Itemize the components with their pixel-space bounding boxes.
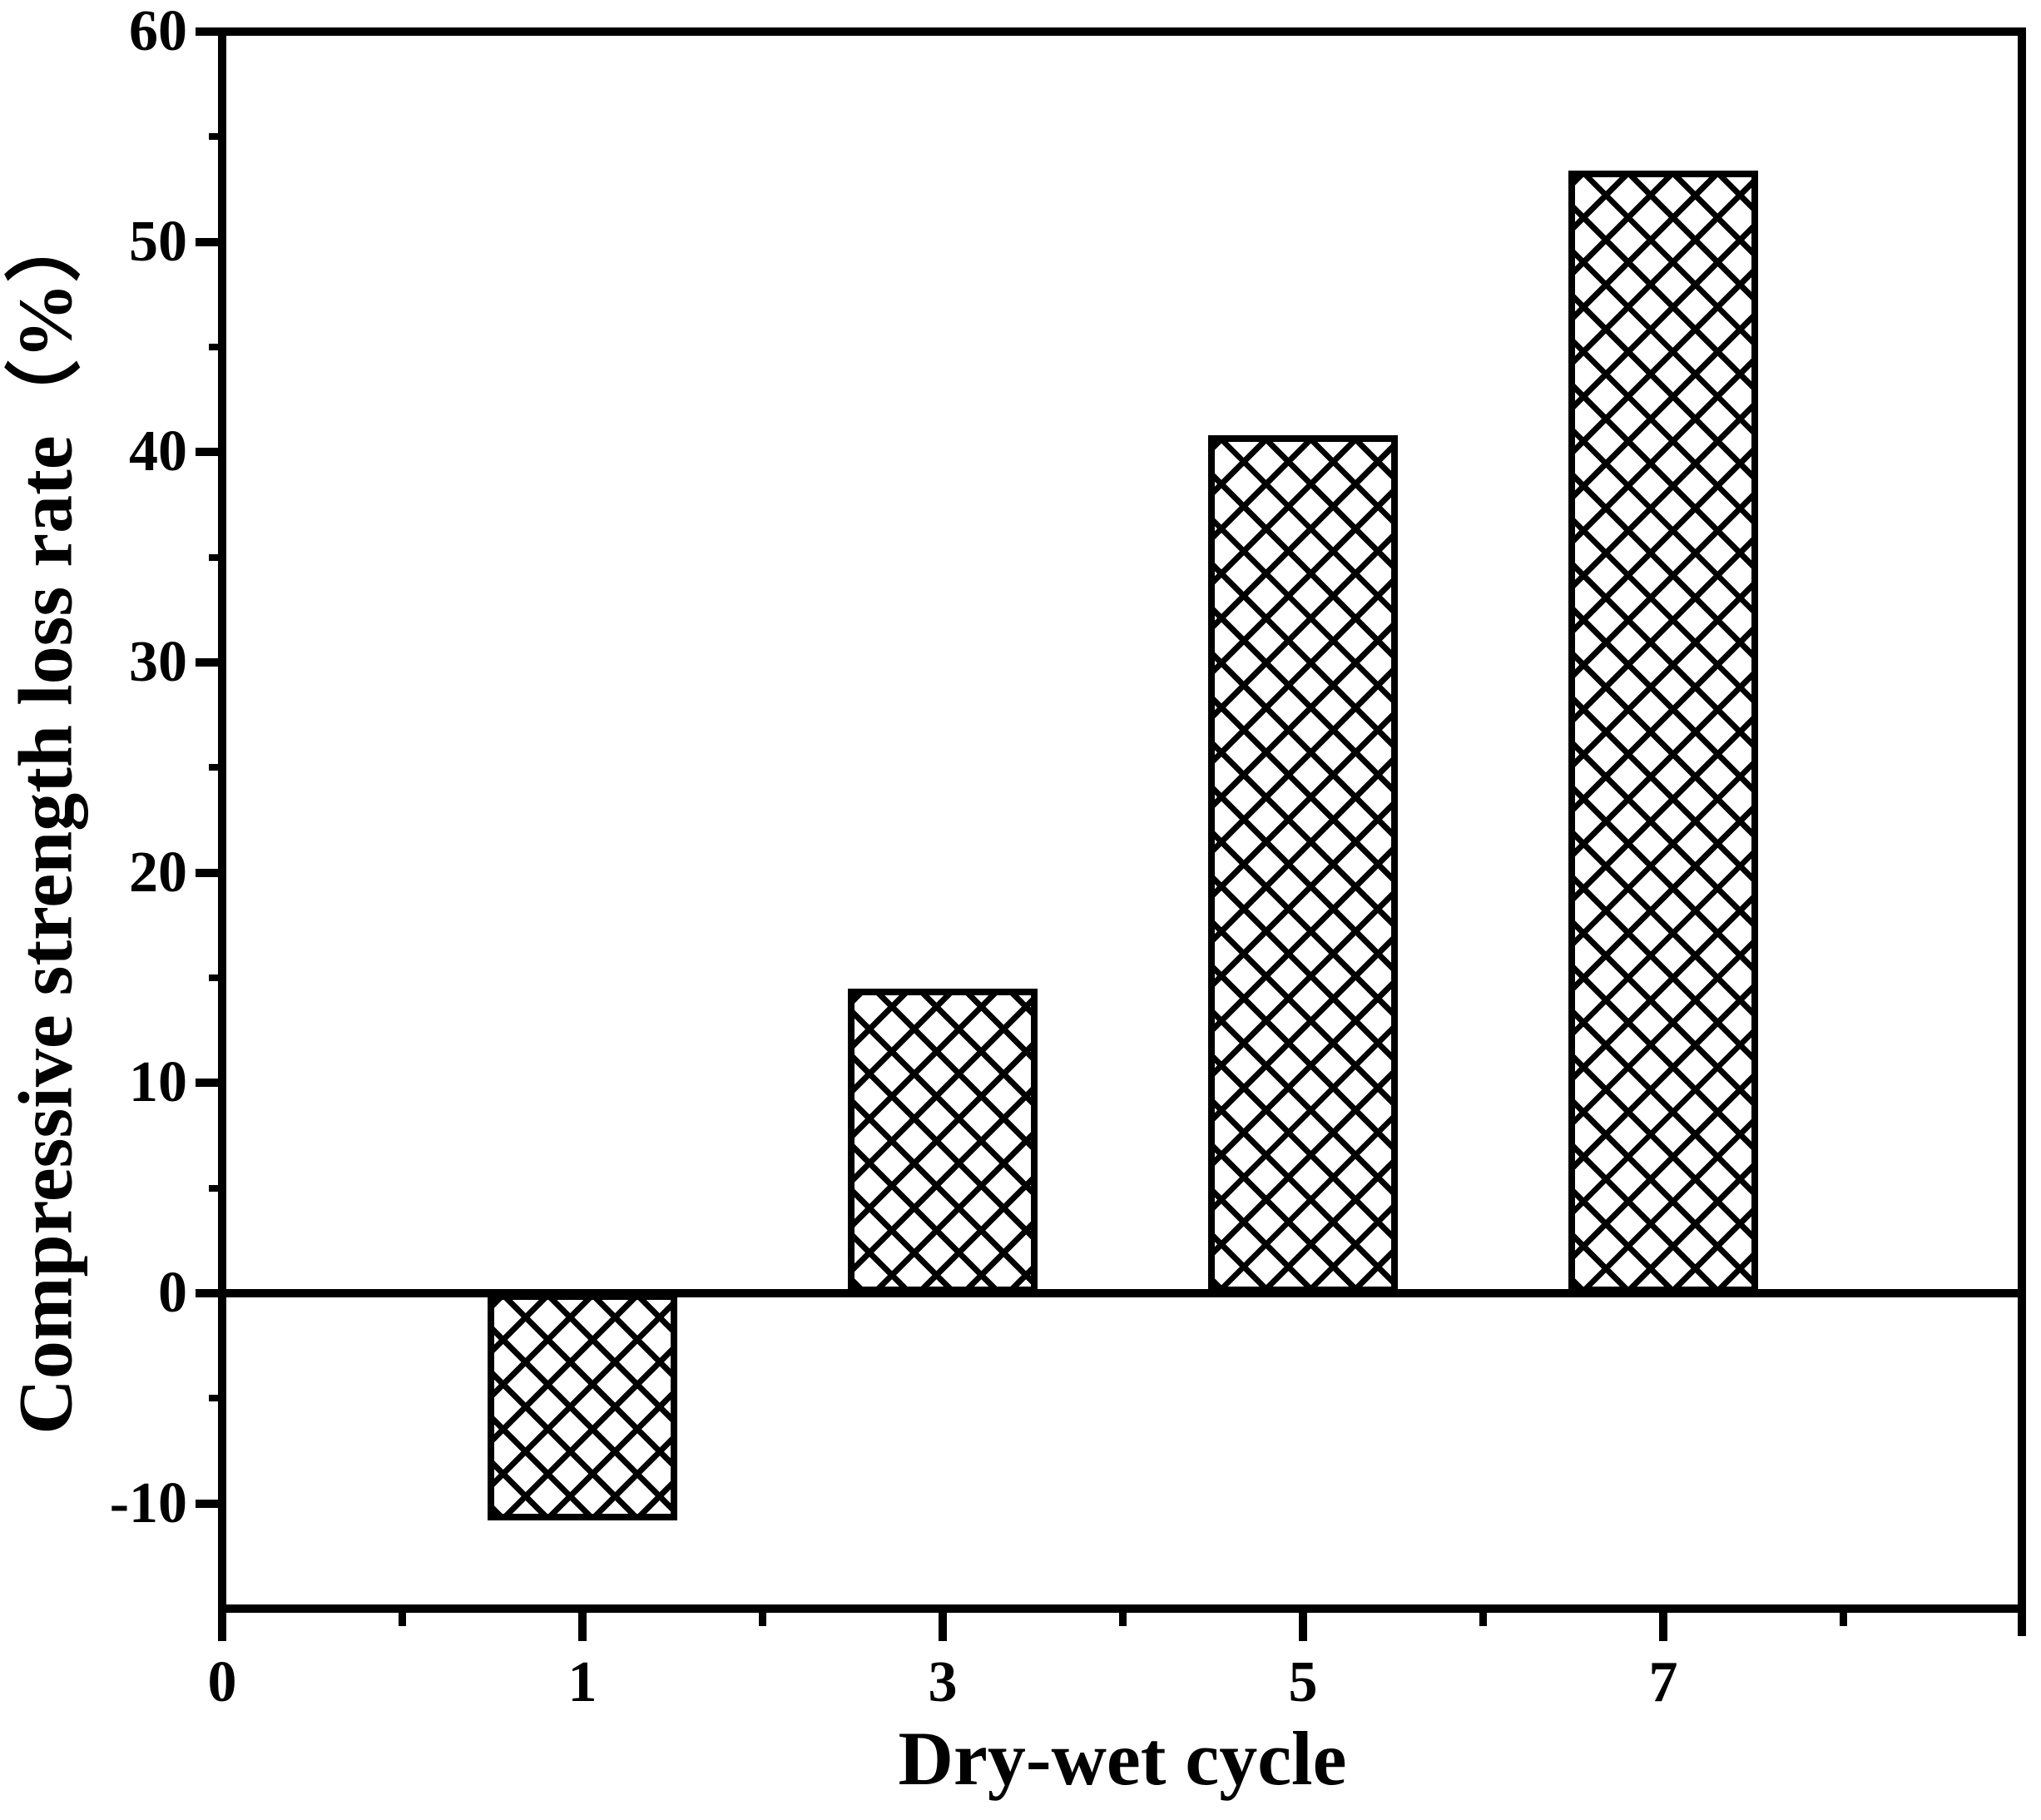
x-axis-title: Dry-wet cycle <box>898 1716 1347 1801</box>
y-minor-tick <box>209 133 222 141</box>
y-tick-label: 30 <box>129 630 187 694</box>
y-tick-label: 50 <box>129 209 187 274</box>
y-tick-label: 60 <box>129 0 187 63</box>
zero-axis-line <box>222 1289 2022 1297</box>
y-major-tick <box>196 1079 222 1088</box>
y-major-tick <box>196 448 222 457</box>
y-major-tick <box>196 27 222 36</box>
y-tick-label: 20 <box>129 840 187 905</box>
bar-cycle-3 <box>848 988 1038 1293</box>
y-tick-label: 10 <box>129 1050 187 1115</box>
x-minor-tick <box>1119 1613 1127 1626</box>
y-minor-tick <box>209 1395 222 1402</box>
bar-cycle-1 <box>488 1293 677 1520</box>
y-major-tick <box>196 658 222 667</box>
x-tick-label: 1 <box>567 1650 597 1714</box>
x-major-tick <box>1659 1613 1667 1641</box>
x-tick-label: 5 <box>1288 1650 1318 1714</box>
x-minor-tick <box>759 1613 766 1626</box>
bar-cycle-7 <box>1568 170 1758 1293</box>
y-minor-tick <box>209 764 222 771</box>
y-major-tick <box>196 1499 222 1508</box>
y-major-tick <box>196 1289 222 1297</box>
x-tick-label: 3 <box>928 1650 958 1714</box>
x-minor-tick <box>399 1613 406 1626</box>
x-major-tick <box>578 1613 587 1641</box>
axis-end-tick <box>2018 1613 2026 1636</box>
x-major-tick <box>1299 1613 1307 1641</box>
bar-cycle-5 <box>1208 435 1398 1293</box>
y-minor-tick <box>209 974 222 981</box>
y-major-tick <box>196 868 222 877</box>
x-major-tick <box>939 1613 947 1641</box>
x-minor-tick <box>1840 1613 1847 1626</box>
y-minor-tick <box>209 344 222 350</box>
x-tick-label: 7 <box>1648 1650 1678 1714</box>
y-major-tick <box>196 237 222 246</box>
x-tick-label: 0 <box>207 1650 237 1714</box>
y-minor-tick <box>209 1184 222 1192</box>
y-tick-label: 0 <box>158 1261 187 1325</box>
y-tick-label: 40 <box>129 419 187 484</box>
y-tick-label: -10 <box>109 1470 187 1535</box>
y-minor-tick <box>209 553 222 561</box>
x-minor-tick <box>1479 1613 1487 1626</box>
x-major-tick <box>218 1613 226 1641</box>
